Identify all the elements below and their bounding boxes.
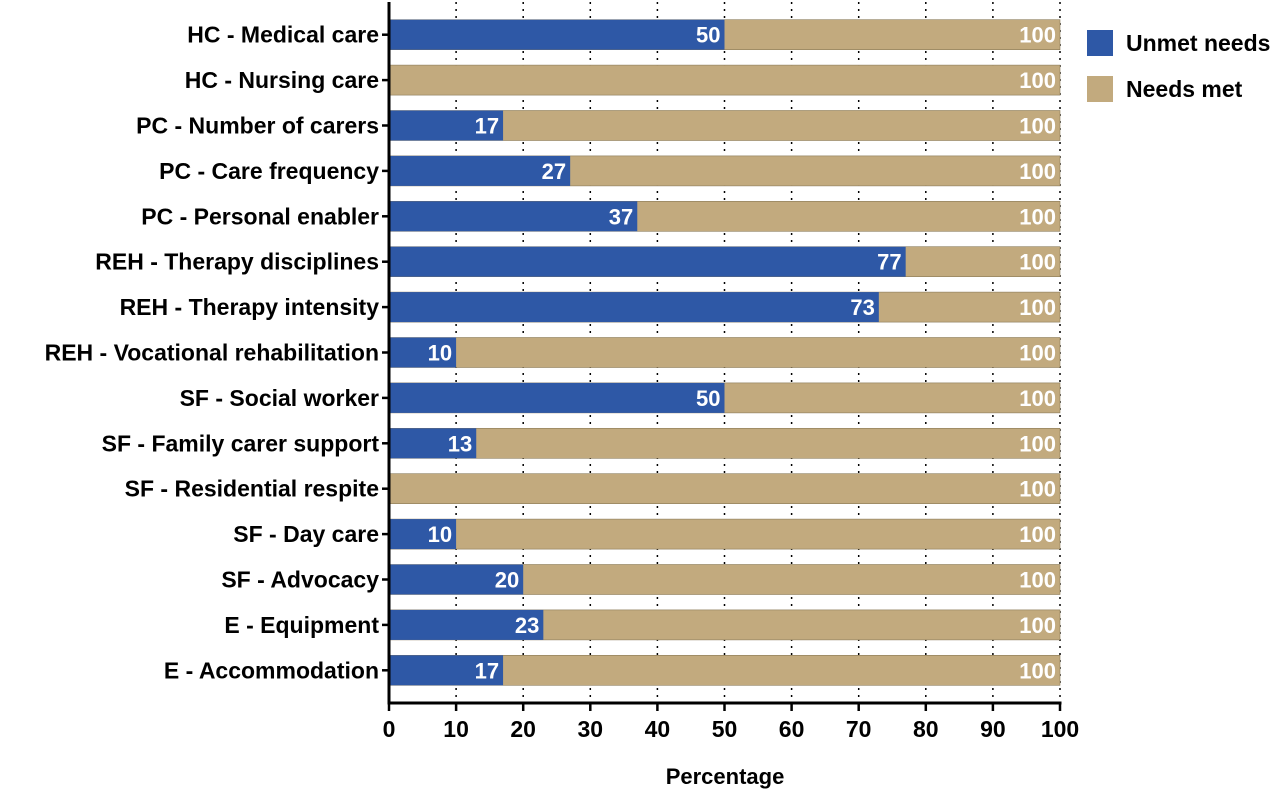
bar-label-needs-met: 100	[1019, 658, 1056, 683]
legend-swatch	[1087, 30, 1113, 56]
bar-label-needs-met: 100	[1019, 522, 1056, 547]
x-tick-label: 20	[510, 716, 536, 742]
x-tick-label: 100	[1041, 716, 1079, 742]
bar-label-unmet-needs: 13	[448, 431, 472, 456]
bar-label-unmet-needs: 20	[495, 568, 519, 593]
category-label: SF - Family carer support	[102, 430, 380, 456]
bar-label-needs-met: 100	[1019, 386, 1056, 411]
bar-label-needs-met: 100	[1019, 568, 1056, 593]
x-tick-label: 80	[913, 716, 939, 742]
bar-label-needs-met: 100	[1019, 477, 1056, 502]
category-label: REH - Therapy intensity	[120, 294, 380, 320]
bar-needs-met	[388, 64, 1061, 96]
category-label: REH - Vocational rehabilitation	[45, 340, 379, 366]
bar-unmet-needs	[389, 337, 457, 368]
bar-label-needs-met: 100	[1019, 68, 1056, 93]
category-label: SF - Social worker	[180, 385, 379, 411]
legend-label: Unmet needs	[1126, 30, 1270, 56]
category-label: HC - Nursing care	[185, 67, 379, 93]
bar-needs-met	[388, 473, 1061, 505]
bar-unmet-needs	[389, 19, 725, 50]
category-label: SF - Day care	[233, 521, 379, 547]
bar-label-unmet-needs: 10	[428, 522, 452, 547]
category-label: E - Accommodation	[164, 657, 379, 683]
bar-unmet-needs	[389, 428, 477, 459]
bar-label-unmet-needs: 23	[515, 613, 539, 638]
bar-label-unmet-needs: 37	[609, 204, 633, 229]
bar-unmet-needs	[389, 292, 879, 323]
bar-unmet-needs	[389, 564, 524, 595]
category-label: HC - Medical care	[187, 22, 379, 48]
bar-label-needs-met: 100	[1019, 114, 1056, 139]
bar-label-unmet-needs: 77	[877, 250, 901, 275]
bars: 50 100 100 17 100 27 100 37 100 77 100 73 100 10 100 50…	[388, 19, 1061, 686]
category-labels: HC - Medical care HC - Nursing care PC - N…	[45, 22, 380, 684]
x-tick-label: 70	[846, 716, 872, 742]
x-tick-label: 30	[578, 716, 604, 742]
bar-label-needs-met: 100	[1019, 250, 1056, 275]
bar-label-unmet-needs: 17	[475, 114, 499, 139]
x-tick-label: 40	[645, 716, 671, 742]
legend-swatch	[1087, 76, 1113, 102]
bar-label-needs-met: 100	[1019, 23, 1056, 48]
bar-label-unmet-needs: 50	[696, 386, 720, 411]
x-tick-label: 50	[712, 716, 738, 742]
category-label: SF - Residential respite	[125, 476, 379, 502]
bar-unmet-needs	[389, 246, 906, 277]
bar-unmet-needs	[389, 110, 504, 141]
x-tick-label: 0	[383, 716, 396, 742]
bar-unmet-needs	[389, 382, 725, 413]
x-tick-label: 10	[443, 716, 469, 742]
category-label: SF - Advocacy	[221, 567, 379, 593]
bar-label-needs-met: 100	[1019, 341, 1056, 366]
bar-unmet-needs	[389, 155, 571, 186]
legend: Unmet needs Needs met	[1087, 30, 1270, 102]
bar-label-needs-met: 100	[1019, 431, 1056, 456]
category-label: REH - Therapy disciplines	[95, 249, 379, 275]
bar-needs-met	[388, 518, 1061, 550]
x-tick-label: 90	[980, 716, 1006, 742]
bar-label-unmet-needs: 10	[428, 341, 452, 366]
bar-unmet-needs	[389, 655, 504, 686]
category-label: PC - Personal enabler	[141, 203, 379, 229]
bar-label-needs-met: 100	[1019, 295, 1056, 320]
bar-needs-met	[388, 427, 1061, 459]
x-tick-label: 60	[779, 716, 805, 742]
bar-unmet-needs	[389, 201, 638, 232]
bar-label-needs-met: 100	[1019, 159, 1056, 184]
bar-label-unmet-needs: 17	[475, 658, 499, 683]
bar-unmet-needs	[389, 519, 457, 550]
category-label: PC - Care frequency	[159, 158, 379, 184]
bar-unmet-needs	[389, 609, 544, 640]
bar-needs-met	[388, 337, 1061, 368]
bar-label-unmet-needs: 27	[542, 159, 566, 184]
bar-label-unmet-needs: 50	[696, 23, 720, 48]
bar-label-unmet-needs: 73	[850, 295, 874, 320]
legend-label: Needs met	[1126, 76, 1243, 102]
category-label: E - Equipment	[224, 612, 379, 638]
category-label: PC - Number of carers	[136, 113, 379, 139]
x-axis-title: Percentage	[666, 764, 785, 789]
bar-label-needs-met: 100	[1019, 204, 1056, 229]
bar-label-needs-met: 100	[1019, 613, 1056, 638]
axes: 0 10 20 30 40 50 60 70 80 90 100	[382, 2, 1079, 742]
